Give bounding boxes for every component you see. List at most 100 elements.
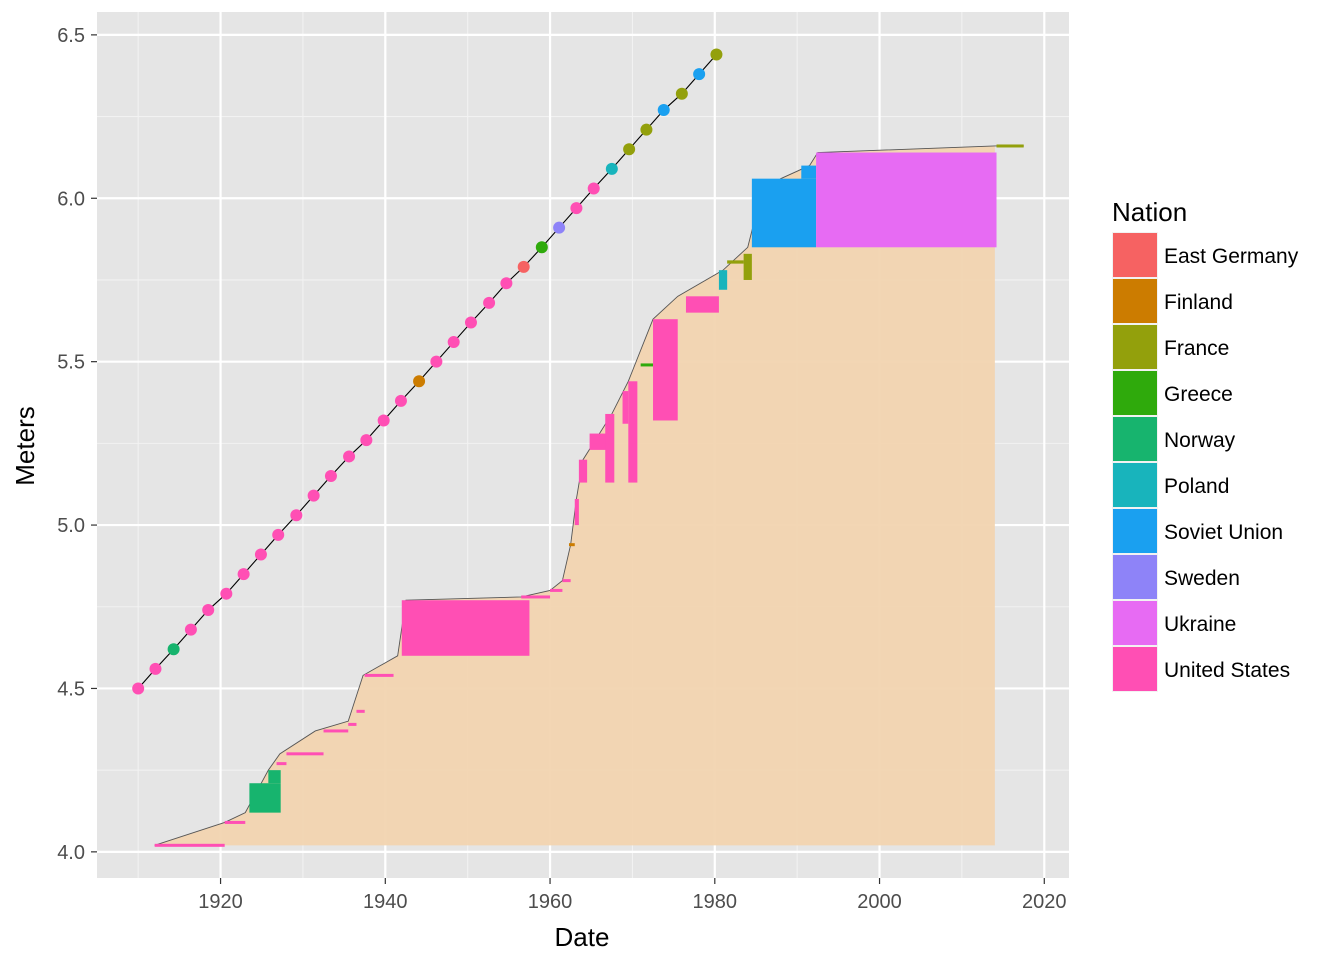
progression-point <box>167 643 180 656</box>
legend-label: France <box>1164 337 1229 360</box>
record-block <box>568 543 575 547</box>
progression-point <box>394 394 407 407</box>
progression-point <box>237 568 250 581</box>
legend-swatch <box>1113 647 1157 691</box>
progression-point <box>220 587 233 600</box>
y-tick-label: 4.5 <box>57 678 85 700</box>
progression-point <box>500 277 513 290</box>
record-block <box>816 152 997 248</box>
y-axis-title: Meters <box>10 406 40 485</box>
legend-swatch <box>1113 325 1157 369</box>
progression-point <box>447 336 460 349</box>
legend: Nation East Germany Finland France Greece No… <box>1112 197 1299 692</box>
record-block <box>364 673 394 677</box>
record-block <box>801 165 817 179</box>
legend-label: Poland <box>1164 475 1229 498</box>
record-blocks <box>154 144 1024 847</box>
record-block <box>622 391 629 424</box>
x-axis-title: Date <box>555 922 610 952</box>
progression-point <box>587 182 600 195</box>
progression-point <box>710 48 723 61</box>
x-tick-label: 2000 <box>857 891 902 913</box>
record-block <box>578 459 588 483</box>
progression-point <box>623 143 636 156</box>
y-tick-label: 6.5 <box>57 25 85 47</box>
record-block <box>268 770 281 784</box>
progression-point <box>272 528 285 541</box>
progression-point <box>675 87 688 100</box>
progression-point <box>307 489 320 502</box>
y-tick-label: 4.0 <box>57 842 85 864</box>
y-tick-label: 5.5 <box>57 352 85 374</box>
progression-point <box>132 682 145 695</box>
legend-label: Norway <box>1164 429 1236 452</box>
progression-point <box>517 260 530 273</box>
legend-label: Sweden <box>1164 567 1240 590</box>
record-block <box>640 363 654 367</box>
record-block <box>224 820 246 824</box>
progression-point <box>535 241 548 254</box>
y-tick-label: 6.0 <box>57 188 85 210</box>
record-block <box>574 498 579 526</box>
record-block <box>249 783 281 813</box>
legend-swatch <box>1113 509 1157 553</box>
record-block <box>401 600 530 656</box>
record-block <box>628 381 638 483</box>
progression-point <box>640 123 653 136</box>
progression-point <box>343 450 356 463</box>
record-area <box>154 145 995 846</box>
legend-title: Nation <box>1112 197 1187 227</box>
legend-label: Greece <box>1164 383 1233 406</box>
record-block <box>286 752 324 756</box>
record-block <box>653 319 678 421</box>
record-block <box>996 144 1024 148</box>
progression-point <box>553 221 566 234</box>
record-block <box>589 433 607 450</box>
x-tick-label: 1980 <box>693 891 738 913</box>
record-block <box>718 270 728 290</box>
legend-swatch <box>1113 601 1157 645</box>
x-tick-label: 1960 <box>528 891 573 913</box>
legend-swatch <box>1113 417 1157 461</box>
record-block <box>727 260 744 264</box>
progression-point <box>202 604 215 617</box>
legend-swatch <box>1113 371 1157 415</box>
progression-point <box>290 509 303 522</box>
progression-point <box>254 548 267 561</box>
legend-label: Ukraine <box>1164 613 1236 636</box>
record-block <box>348 722 357 726</box>
y-tick-label: 5.0 <box>57 515 85 537</box>
progression-point <box>377 414 390 427</box>
record-block <box>751 178 817 248</box>
legend-label: United States <box>1164 659 1290 682</box>
progression-point <box>413 375 426 388</box>
record-block <box>521 595 551 599</box>
progression-series <box>132 48 723 695</box>
progression-point <box>464 316 477 329</box>
record-block <box>154 843 225 847</box>
x-tick-label: 1920 <box>198 891 243 913</box>
progression-point <box>605 162 618 175</box>
x-axis: 1920 1940 1960 1980 2000 2020 <box>198 878 1067 913</box>
legend-label: East Germany <box>1164 245 1299 268</box>
legend-swatch <box>1113 233 1157 277</box>
progression-point <box>149 662 162 675</box>
record-block <box>562 579 571 583</box>
record-block <box>685 296 719 313</box>
progression-line <box>137 54 717 689</box>
progression-point <box>184 623 197 636</box>
progression-point <box>430 355 443 368</box>
record-block <box>743 253 752 280</box>
legend-swatch <box>1113 555 1157 599</box>
record-block <box>356 709 365 713</box>
record-block <box>550 588 563 592</box>
legend-label: Finland <box>1164 291 1233 314</box>
x-tick-label: 1940 <box>363 891 408 913</box>
progression-point <box>324 470 337 483</box>
legend-swatch <box>1113 279 1157 323</box>
record-block <box>276 762 287 766</box>
progression-point <box>483 296 496 309</box>
legend-label: Soviet Union <box>1164 521 1283 544</box>
legend-swatch <box>1113 463 1157 507</box>
